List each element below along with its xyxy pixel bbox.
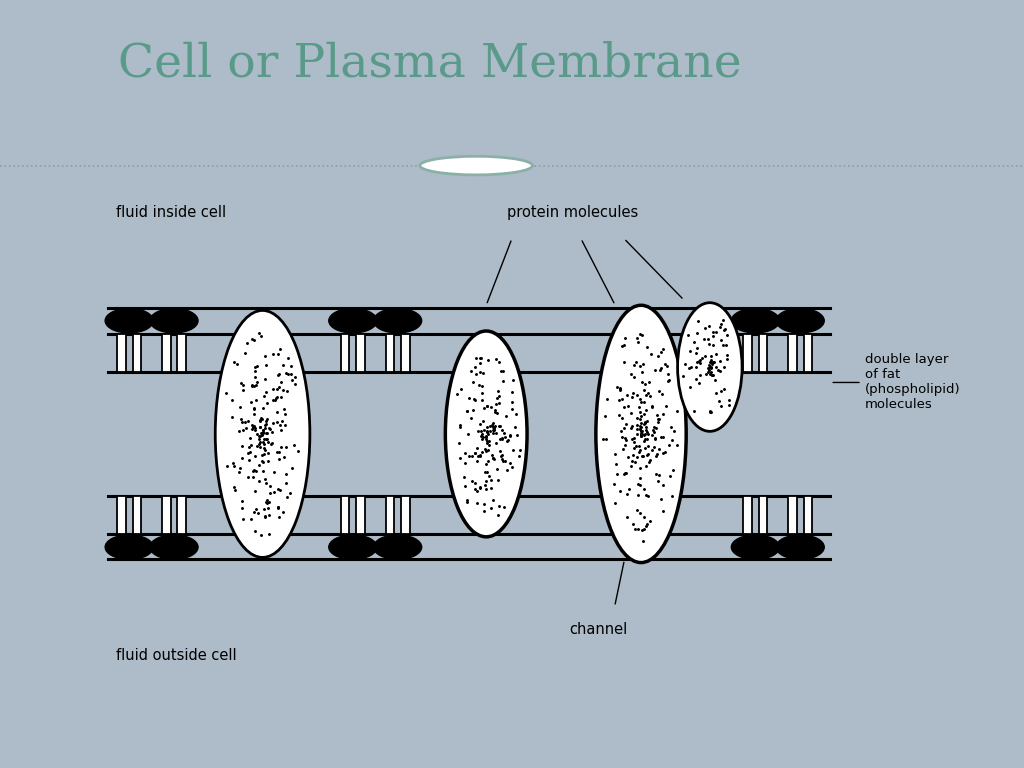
Bar — [133, 495, 141, 535]
Bar — [177, 333, 186, 372]
Bar — [133, 333, 141, 372]
Bar — [177, 495, 186, 535]
Ellipse shape — [374, 309, 422, 333]
Bar — [162, 495, 171, 535]
Bar — [117, 333, 126, 372]
Ellipse shape — [329, 535, 377, 559]
Bar — [341, 333, 349, 372]
Bar — [401, 495, 410, 535]
Ellipse shape — [150, 535, 198, 559]
Ellipse shape — [678, 303, 742, 432]
Ellipse shape — [105, 309, 154, 333]
Ellipse shape — [776, 309, 824, 333]
Bar — [341, 495, 349, 535]
Bar — [356, 333, 365, 372]
Bar — [788, 333, 797, 372]
Text: fluid inside cell: fluid inside cell — [117, 205, 226, 220]
Ellipse shape — [150, 309, 198, 333]
Bar — [743, 495, 752, 535]
Ellipse shape — [596, 305, 686, 562]
Bar — [386, 495, 394, 535]
Bar — [386, 333, 394, 372]
Ellipse shape — [731, 309, 779, 333]
Bar — [356, 495, 365, 535]
Ellipse shape — [445, 331, 527, 537]
Bar — [759, 333, 767, 372]
Bar — [401, 333, 410, 372]
Bar — [804, 333, 812, 372]
Ellipse shape — [329, 309, 377, 333]
Circle shape — [420, 157, 532, 175]
Bar — [804, 495, 812, 535]
Ellipse shape — [776, 535, 824, 559]
Text: fluid outside cell: fluid outside cell — [117, 647, 237, 663]
Ellipse shape — [215, 310, 310, 558]
Bar — [743, 333, 752, 372]
Text: protein molecules: protein molecules — [507, 205, 638, 220]
Bar — [788, 495, 797, 535]
Bar — [759, 495, 767, 535]
Text: Cell or Plasma Membrane: Cell or Plasma Membrane — [118, 41, 742, 87]
Ellipse shape — [374, 535, 422, 559]
Bar — [162, 333, 171, 372]
Bar — [117, 495, 126, 535]
Text: double layer
of fat
(phospholipid)
molecules: double layer of fat (phospholipid) molec… — [834, 353, 961, 412]
Ellipse shape — [105, 535, 154, 559]
Text: channel: channel — [569, 622, 627, 637]
Ellipse shape — [731, 535, 779, 559]
